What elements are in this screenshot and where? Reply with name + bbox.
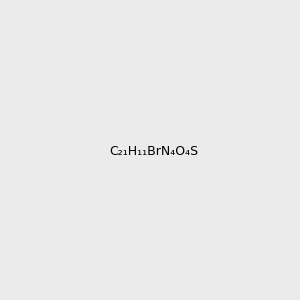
Text: C₂₁H₁₁BrN₄O₄S: C₂₁H₁₁BrN₄O₄S	[109, 145, 198, 158]
